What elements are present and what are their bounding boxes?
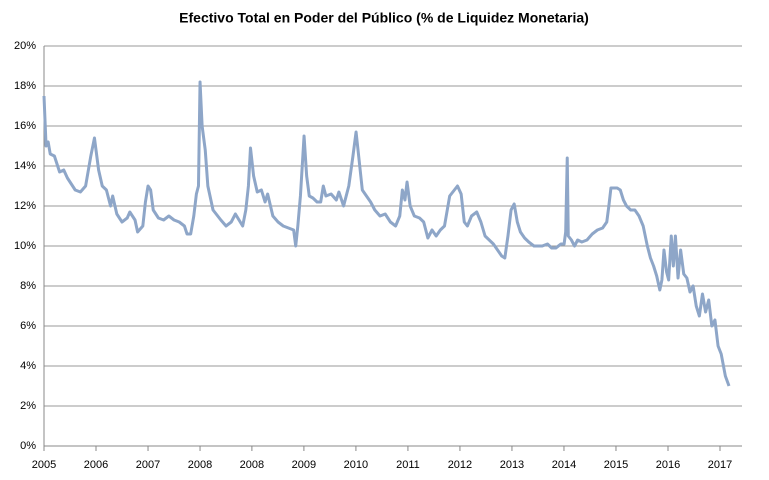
x-tick-label: 2012 (448, 459, 472, 471)
y-tick-label: 10% (14, 240, 36, 252)
x-tick-label: 2011 (396, 459, 420, 471)
chart-title: Efectivo Total en Poder del Público (% d… (179, 10, 589, 26)
y-tick-label: 20% (14, 40, 36, 52)
y-tick-label: 0% (20, 440, 36, 452)
x-tick-label: 2005 (32, 459, 56, 471)
x-tick-label: 2014 (552, 459, 576, 471)
x-tick-label: 2009 (292, 459, 316, 471)
x-tick-label: 2008 (188, 459, 212, 471)
x-tick-label: 2017 (708, 459, 732, 471)
y-tick-label: 18% (14, 80, 36, 92)
x-tick-label: 2007 (136, 459, 160, 471)
x-tick-label: 2013 (500, 459, 524, 471)
y-tick-label: 4% (20, 360, 36, 372)
x-tick-label: 2015 (604, 459, 628, 471)
data-line (42, 80, 731, 387)
y-tick-label: 2% (20, 400, 36, 412)
x-tick-label: 2006 (84, 459, 108, 471)
x-tick-label: 2008 (240, 459, 264, 471)
x-tick-label: 2016 (656, 459, 680, 471)
y-tick-label: 16% (14, 120, 36, 132)
x-tick-label: 2010 (344, 459, 368, 471)
y-tick-label: 8% (20, 280, 36, 292)
y-tick-label: 12% (14, 200, 36, 212)
y-tick-label: 14% (14, 160, 36, 172)
y-tick-label: 6% (20, 320, 36, 332)
